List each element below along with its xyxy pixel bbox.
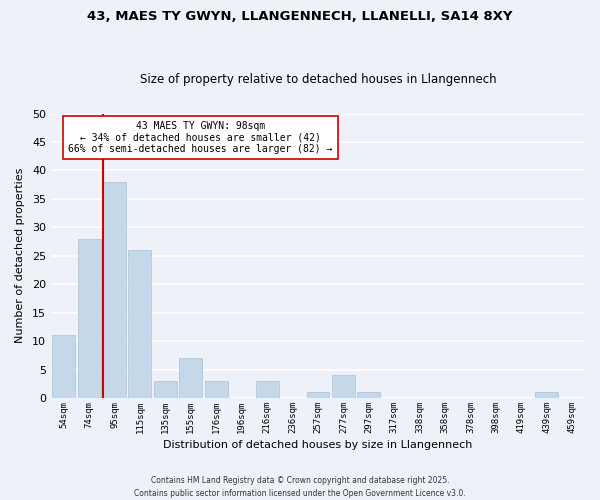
Bar xyxy=(77,238,101,398)
Y-axis label: Number of detached properties: Number of detached properties xyxy=(15,168,25,344)
X-axis label: Distribution of detached houses by size in Llangennech: Distribution of detached houses by size … xyxy=(163,440,473,450)
Bar xyxy=(52,336,75,398)
Bar xyxy=(205,381,227,398)
Text: 43 MAES TY GWYN: 98sqm
← 34% of detached houses are smaller (42)
66% of semi-det: 43 MAES TY GWYN: 98sqm ← 34% of detached… xyxy=(68,120,332,154)
Bar xyxy=(103,182,126,398)
Text: 43, MAES TY GWYN, LLANGENNECH, LLANELLI, SA14 8XY: 43, MAES TY GWYN, LLANGENNECH, LLANELLI,… xyxy=(87,10,513,23)
Bar xyxy=(256,381,278,398)
Bar xyxy=(535,392,558,398)
Bar xyxy=(358,392,380,398)
Bar xyxy=(307,392,329,398)
Bar xyxy=(154,381,177,398)
Bar xyxy=(128,250,151,398)
Bar xyxy=(179,358,202,398)
Bar xyxy=(332,376,355,398)
Text: Contains HM Land Registry data © Crown copyright and database right 2025.
Contai: Contains HM Land Registry data © Crown c… xyxy=(134,476,466,498)
Title: Size of property relative to detached houses in Llangennech: Size of property relative to detached ho… xyxy=(140,73,496,86)
